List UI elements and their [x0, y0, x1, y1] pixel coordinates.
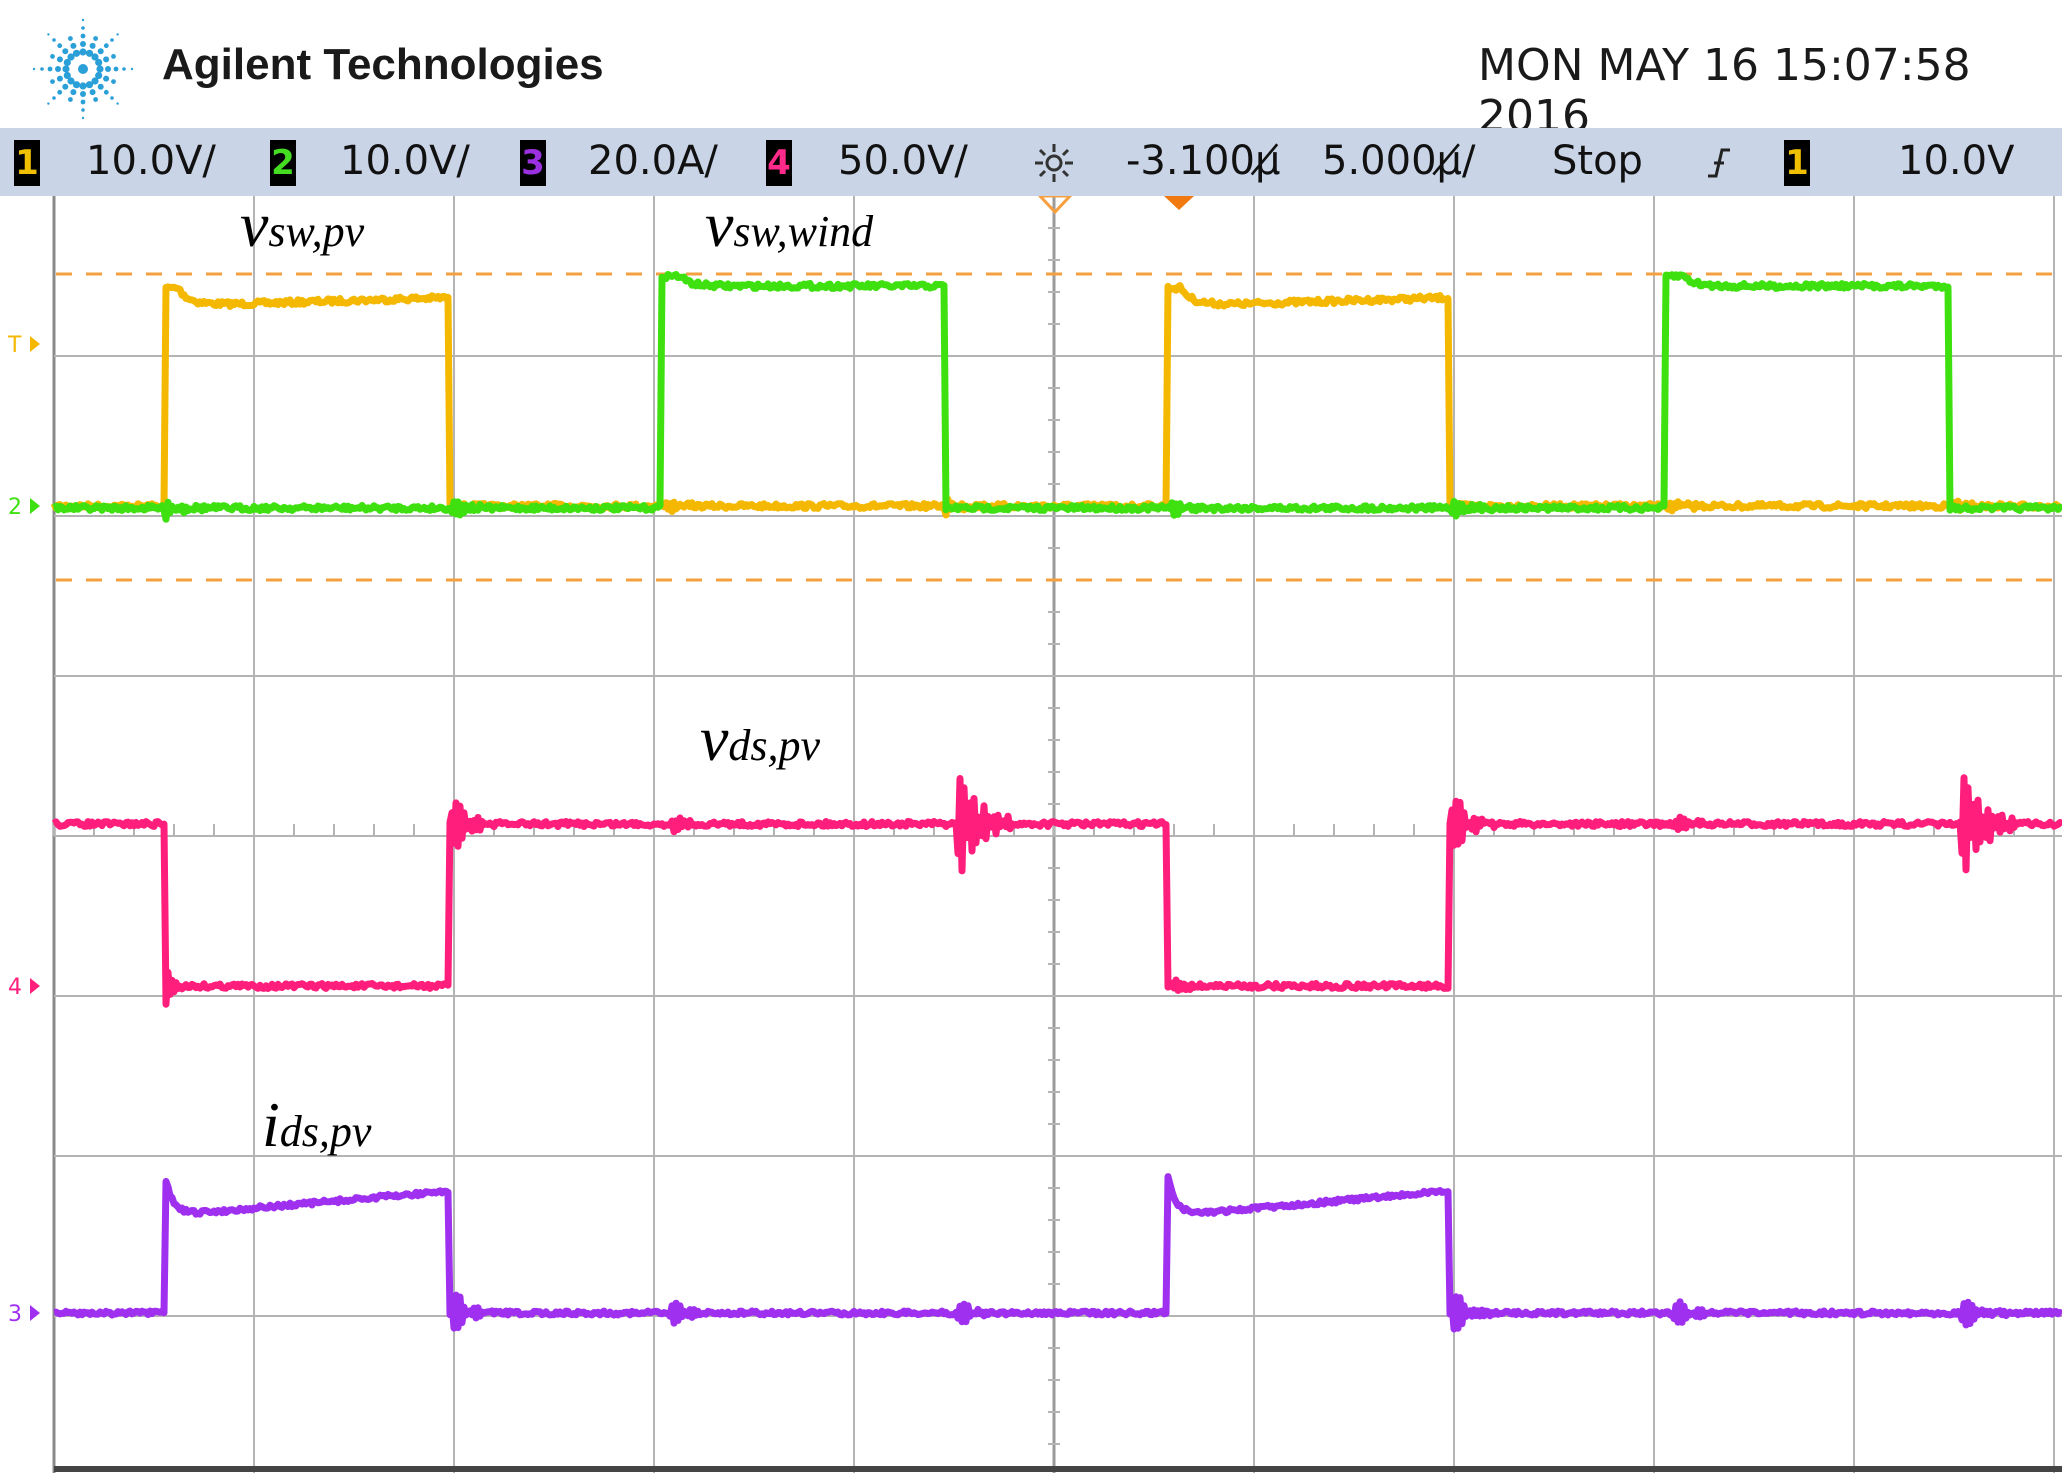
channel-2-marker: 2 [8, 495, 22, 520]
channel-markers[interactable]: T 2 4 3 [7, 333, 40, 1327]
run-state[interactable]: Stop [1552, 138, 1643, 184]
channel-2-waveform [52, 271, 2062, 523]
channel-4-waveform [51, 774, 2062, 1008]
waveform-display[interactable]: T 2 4 3 vsw,pv vsw,wind vds,pv ids,pv [0, 189, 2062, 1477]
trigger-source-badge[interactable]: 1 [1784, 140, 1810, 186]
channel-1-scale[interactable]: 10.0V/ [86, 138, 216, 184]
channel-4-marker: 4 [8, 975, 22, 1000]
label-vds-pv: vds,pv [700, 703, 821, 774]
channel-3-badge[interactable]: 3 [520, 140, 546, 186]
timebase-scale[interactable]: 5.000µ̸/ [1322, 138, 1476, 184]
label-ids-pv: ids,pv [262, 1089, 372, 1160]
channel-3-waveform [52, 1173, 2062, 1333]
graticule [52, 195, 2062, 1477]
label-vsw-pv: vsw,pv [240, 189, 365, 260]
trigger-level-lines [56, 194, 2062, 582]
waveform-plot: T 2 4 3 [7, 194, 2062, 1477]
channel-3-scale[interactable]: 20.0A/ [588, 138, 718, 184]
channel-3-marker: 3 [8, 1302, 22, 1327]
channel-2-scale[interactable]: 10.0V/ [340, 138, 470, 184]
trigger-sun-icon[interactable] [1030, 142, 1078, 184]
trigger-marker: T [7, 333, 22, 358]
channel-4-scale[interactable]: 50.0V/ [838, 138, 968, 184]
label-vsw-wind: vsw,wind [705, 189, 874, 260]
header-bar: Agilent Technologies MON MAY 16 15:07:58… [0, 0, 2062, 142]
scope-status-bar: 1 10.0V/ 2 10.0V/ 3 20.0A/ 4 50.0V/ -3.1… [0, 128, 2062, 196]
brand-name: Agilent Technologies [162, 40, 604, 89]
trigger-level[interactable]: 10.0V [1898, 138, 2015, 184]
rising-edge-icon[interactable] [1704, 142, 1734, 184]
channel-1-badge[interactable]: 1 [14, 140, 40, 186]
channel-2-badge[interactable]: 2 [270, 140, 296, 186]
channel-1-waveform [50, 282, 2062, 519]
channel-4-badge[interactable]: 4 [766, 140, 792, 186]
date-time: MON MAY 16 15:07:58 2016 [1478, 40, 1971, 142]
trigger-delay[interactable]: -3.100µ̸ [1126, 138, 1281, 184]
agilent-spark-icon [32, 18, 134, 120]
